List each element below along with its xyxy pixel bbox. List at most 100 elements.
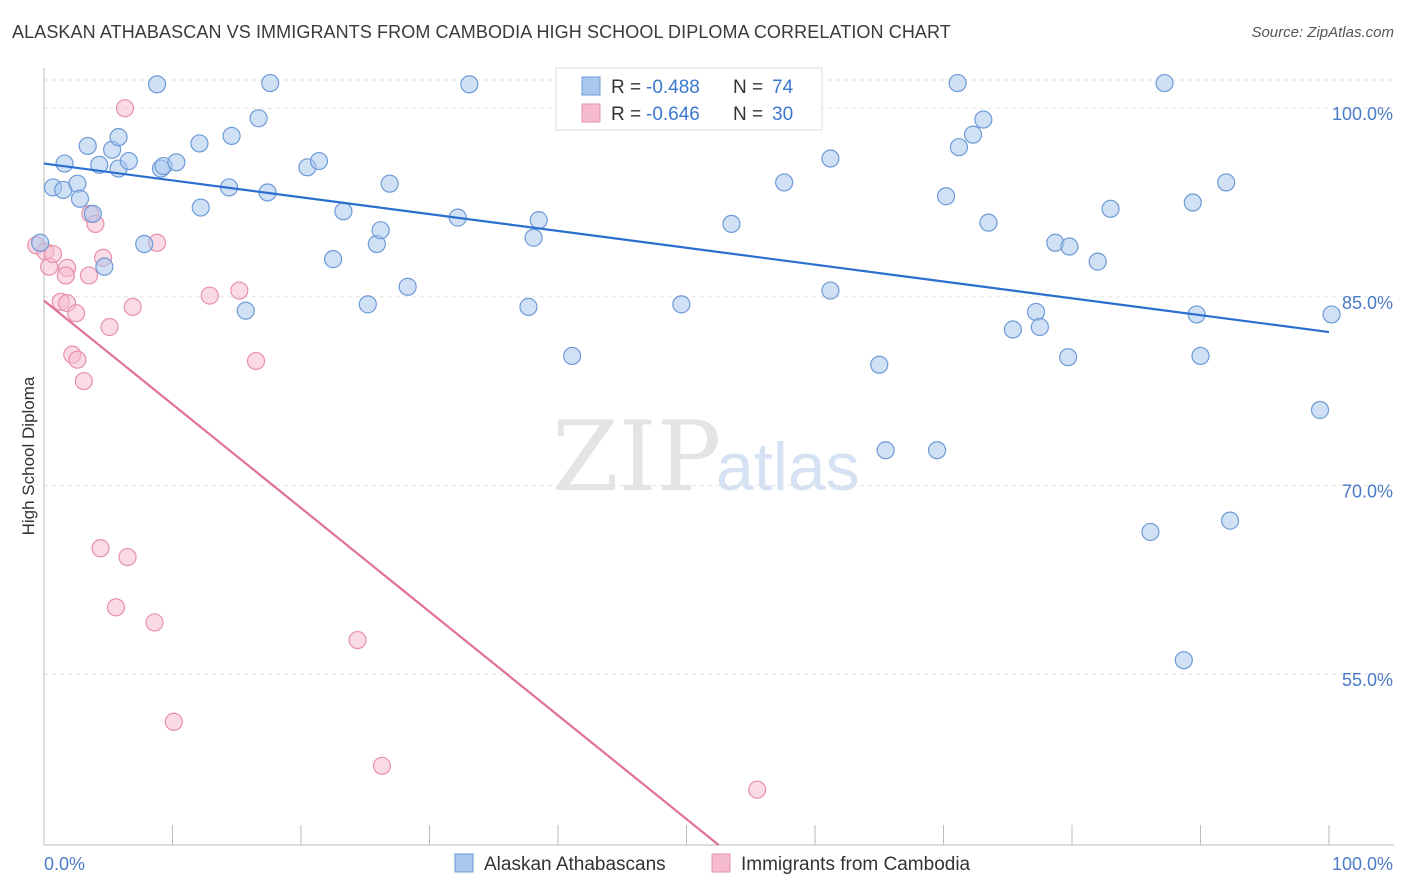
athabascan-point-5: [70, 189, 90, 208]
athabascan-point-40: [519, 297, 538, 316]
athabascan-point-64: [1155, 73, 1174, 93]
athabascan-point-56: [1003, 320, 1022, 339]
athabascan-point-51: [948, 73, 967, 93]
legend-swatch-cambodia: [711, 853, 731, 873]
athabascan-point-35: [398, 277, 417, 296]
athabascan-point-66: [1174, 651, 1193, 670]
trendline-athabascan: [43, 162, 1330, 334]
athabascan-point-20: [191, 198, 210, 217]
cambodia-point-30: [748, 780, 767, 799]
cambodia-point-10: [68, 350, 87, 369]
athabascan-point-9: [95, 257, 114, 276]
athabascan-point-6: [78, 136, 97, 156]
athabascan-point-54: [974, 110, 993, 129]
x-tick-label-min: 0.0%: [44, 854, 85, 874]
athabascan-point-24: [249, 109, 268, 128]
stats-legend-swatch-pink: [581, 103, 601, 123]
x-tick-label-max: 100.0%: [1332, 854, 1393, 874]
athabascan-point-18: [167, 153, 186, 172]
cambodia-point-9: [67, 304, 86, 323]
cambodia-point-28: [348, 630, 367, 650]
y-axis-title: High School Diploma: [19, 376, 38, 535]
stats-n-value-2: 30: [772, 104, 793, 125]
athabascan-point-15: [147, 75, 167, 94]
athabascan-point-71: [1220, 511, 1240, 530]
athabascan-point-21: [222, 126, 241, 145]
stats-r-value-1: -0.488: [646, 77, 700, 98]
stats-r-label-1: R =: [611, 77, 641, 98]
cambodia-point-21: [123, 297, 142, 316]
athabascan-point-52: [949, 138, 969, 157]
y-tick-label-55: 55.0%: [1342, 670, 1393, 690]
athabascan-point-13: [119, 151, 138, 171]
axes: [43, 68, 1394, 846]
cambodia-point-22: [145, 613, 164, 632]
athabascan-point-4: [68, 174, 87, 193]
y-tick-label-100: 100.0%: [1332, 104, 1393, 124]
series-athabascan-points: [31, 73, 1341, 670]
cambodia-point-24: [164, 712, 183, 731]
athabascan-point-30: [334, 202, 353, 221]
cambodia-point-25: [200, 286, 219, 305]
stats-r-value-2: -0.646: [646, 104, 700, 125]
x-axis-ticks: [43, 825, 1330, 845]
athabascan-point-14: [135, 234, 154, 254]
athabascan-point-23: [236, 301, 255, 320]
athabascan-point-2: [55, 154, 74, 173]
stats-legend: R = -0.488 N = 74 R = -0.646 N = 30: [555, 67, 823, 131]
athabascan-point-45: [821, 149, 840, 168]
athabascan-point-26: [261, 73, 280, 93]
athabascan-point-44: [775, 173, 794, 192]
watermark-atlas: atlas: [716, 429, 860, 505]
stats-n-label-2: N =: [733, 104, 763, 125]
athabascan-point-73: [1322, 305, 1341, 324]
athabascan-point-41: [563, 346, 582, 366]
athabascan-point-39: [524, 228, 543, 247]
watermark-zip: ZIP: [552, 401, 721, 513]
athabascan-point-70: [1217, 173, 1236, 192]
y-tick-label-70: 70.0%: [1342, 481, 1393, 501]
athabascan-point-34: [380, 174, 399, 193]
cambodia-point-17: [100, 317, 119, 337]
stats-n-label-1: N =: [733, 77, 763, 98]
athabascan-point-19: [190, 134, 209, 153]
athabascan-point-48: [876, 441, 895, 460]
athabascan-point-58: [1030, 317, 1049, 337]
athabascan-point-55: [979, 213, 998, 232]
athabascan-point-65: [1141, 522, 1160, 542]
athabascan-point-0: [31, 233, 50, 252]
chart-title: ALASKAN ATHABASCAN VS IMMIGRANTS FROM CA…: [12, 22, 951, 42]
athabascan-point-29: [324, 250, 343, 269]
cambodia-point-11: [74, 371, 93, 391]
athabascan-point-61: [1059, 348, 1078, 367]
cambodia-point-27: [246, 351, 266, 371]
gridlines: [44, 79, 1394, 675]
stats-n-value-1: 74: [772, 77, 794, 98]
athabascan-point-72: [1310, 400, 1330, 420]
cambodia-point-12: [79, 266, 99, 285]
athabascan-point-42: [672, 295, 691, 314]
source-credit: Source: ZipAtlas.com: [1251, 24, 1394, 41]
cambodia-point-18: [106, 598, 126, 617]
athabascan-point-36: [460, 75, 479, 94]
athabascan-point-47: [870, 355, 889, 374]
athabascan-point-67: [1183, 193, 1202, 212]
athabascan-point-63: [1101, 199, 1120, 218]
y-tick-label-85: 85.0%: [1342, 293, 1393, 313]
cambodia-point-6: [56, 266, 75, 285]
athabascan-point-38: [529, 211, 548, 230]
cambodia-point-20: [118, 547, 137, 567]
series-legend: Alaskan Athabascans Immigrants from Camb…: [454, 853, 971, 875]
athabascan-point-53: [963, 125, 983, 144]
athabascan-point-49: [927, 441, 947, 460]
athabascan-point-57: [1026, 302, 1046, 322]
athabascan-point-33: [371, 221, 390, 240]
legend-label-cambodia: Immigrants from Cambodia: [741, 854, 971, 875]
athabascan-point-8: [90, 155, 109, 174]
athabascan-point-60: [1060, 237, 1079, 256]
athabascan-point-7: [83, 204, 102, 223]
cambodia-point-26: [230, 281, 249, 300]
cambodia-point-15: [91, 539, 110, 558]
cambodia-point-3: [43, 244, 63, 264]
